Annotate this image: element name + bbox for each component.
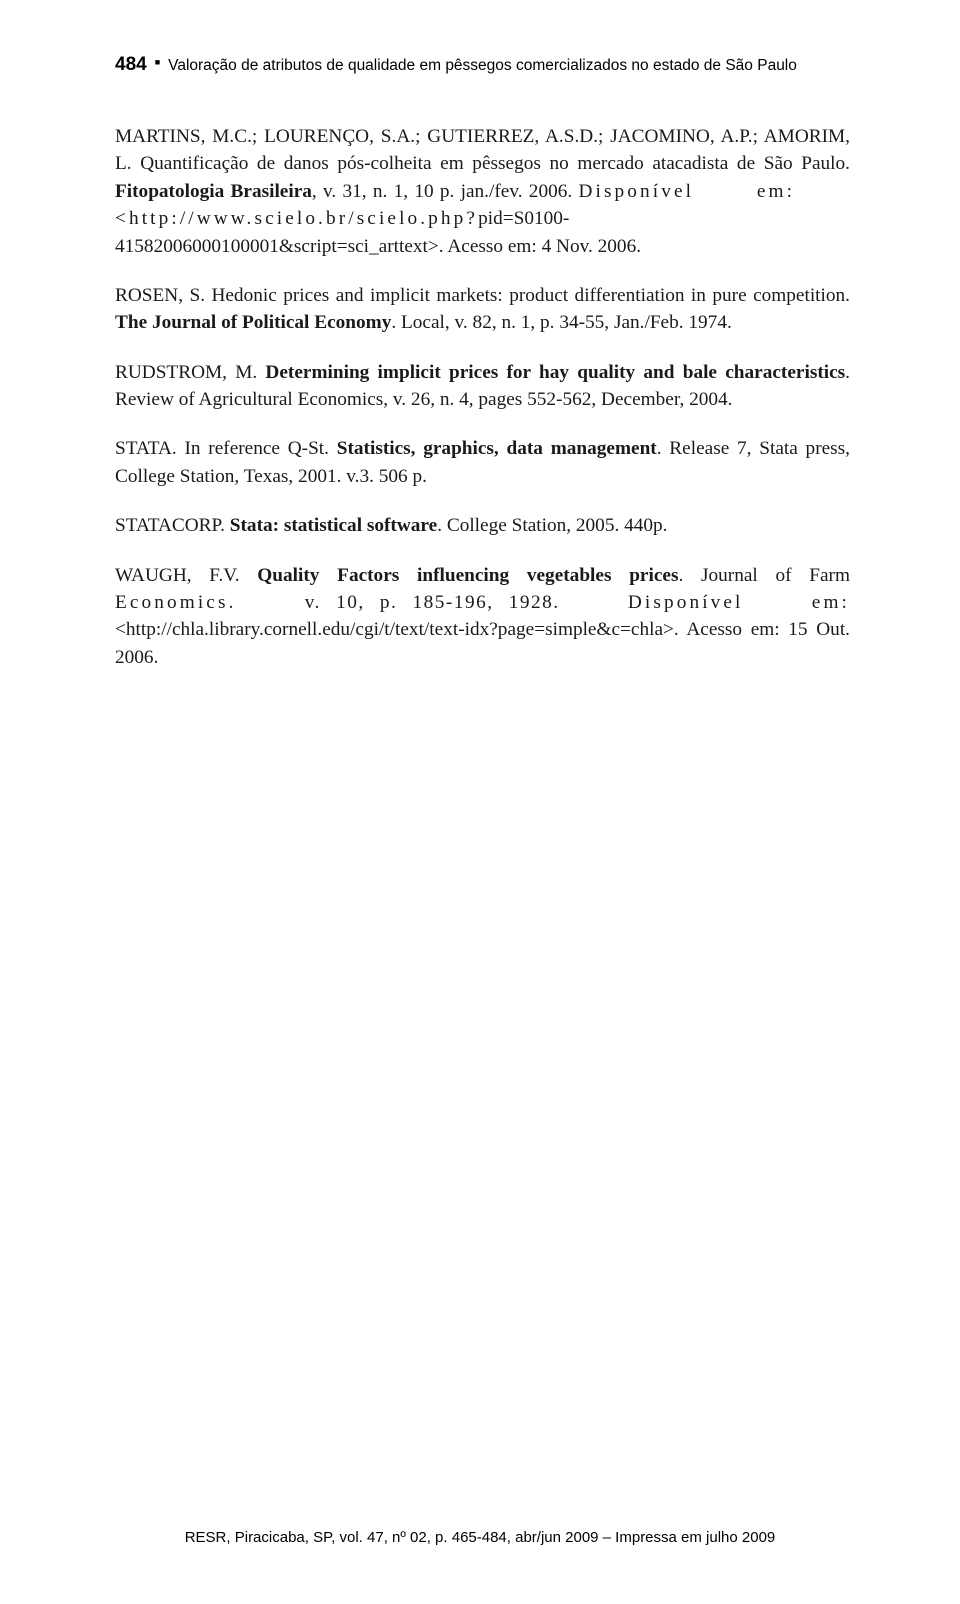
running-header: 484 ■ Valoração de atributos de qualidad…	[115, 52, 850, 79]
reference-rudstrom: RUDSTROM, M. Determining implicit prices…	[115, 359, 850, 414]
ref-text: v. 10, p. 185-196, 1928.	[305, 592, 560, 613]
ref-title: Stata: statistical software	[230, 515, 437, 536]
ref-title: Quality Factors influencing vegetables p…	[257, 565, 678, 586]
ref-text: ROSEN, S. Hedonic prices and implicit ma…	[115, 285, 850, 306]
ref-text: . Journal of Farm	[678, 565, 850, 586]
ref-text: , v. 31, n. 1, 10 p. jan./fev. 2006.	[312, 181, 579, 202]
ref-text: MARTINS, M.C.; LOURENÇO, S.A.; GUTIERREZ…	[115, 126, 850, 174]
ref-journal: The Journal of Political Economy	[115, 312, 391, 333]
reference-statacorp: STATACORP. Stata: statistical software. …	[115, 512, 850, 539]
ref-text: Disponível	[578, 181, 694, 202]
ref-journal: Fitopatologia Brasileira	[115, 181, 312, 202]
reference-martins: MARTINS, M.C.; LOURENÇO, S.A.; GUTIERREZ…	[115, 123, 850, 260]
bullet-icon: ■	[155, 56, 160, 69]
ref-text: em:	[812, 592, 850, 613]
ref-text: . Local, v. 82, n. 1, p. 34-55, Jan./Feb…	[391, 312, 731, 333]
ref-text: Disponível	[628, 592, 744, 613]
reference-stata: STATA. In reference Q-St. Statistics, gr…	[115, 435, 850, 490]
ref-text: . College Station, 2005. 440p.	[437, 515, 667, 536]
ref-text: RUDSTROM, M.	[115, 362, 265, 383]
ref-text: em:	[757, 181, 795, 202]
ref-text: STATACORP.	[115, 515, 230, 536]
ref-url: <http://chla.library.cornell.edu/cgi/t/t…	[115, 619, 850, 667]
running-title: Valoração de atributos de qualidade em p…	[168, 55, 797, 77]
page-footer: RESR, Piracicaba, SP, vol. 47, nº 02, p.…	[0, 1527, 960, 1548]
reference-rosen: ROSEN, S. Hedonic prices and implicit ma…	[115, 282, 850, 337]
ref-url: <http://www.scielo.br/scielo.php?	[115, 208, 478, 229]
page-number: 484	[115, 52, 147, 79]
footer-text: RESR, Piracicaba, SP, vol. 47, nº 02, p.…	[185, 1529, 776, 1546]
ref-text: STATA. In reference Q-St.	[115, 438, 337, 459]
ref-text: Economics.	[115, 592, 237, 613]
ref-title: Determining implicit prices for hay qual…	[265, 362, 845, 383]
ref-text: WAUGH, F.V.	[115, 565, 257, 586]
reference-waugh: WAUGH, F.V. Quality Factors influencing …	[115, 562, 850, 672]
ref-title: Statistics, graphics, data management	[337, 438, 657, 459]
